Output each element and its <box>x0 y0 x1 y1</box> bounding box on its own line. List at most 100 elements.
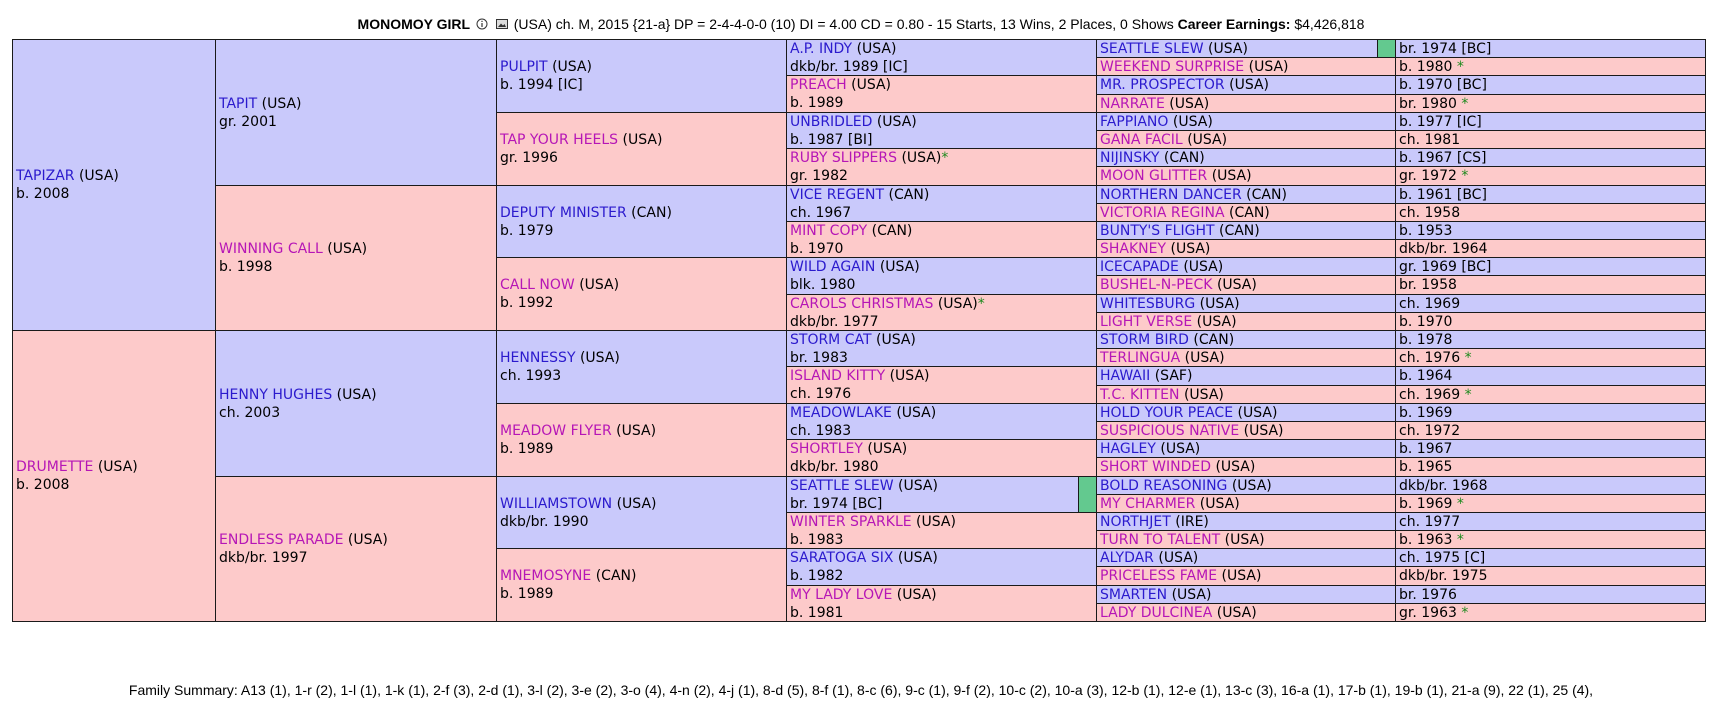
horse-name-link[interactable]: TURN TO TALENT <box>1100 531 1221 548</box>
horse-name-link[interactable]: MR. PROSPECTOR <box>1100 77 1225 93</box>
horse-name-link[interactable]: SEATTLE SLEW <box>790 477 894 494</box>
horse-name-link[interactable]: MOON GLITTER <box>1100 168 1208 184</box>
horse-name-link[interactable]: GANA FACIL <box>1100 131 1183 148</box>
horse-country: (USA) <box>336 386 377 403</box>
horse-name-link[interactable]: BUSHEL-N-PECK <box>1100 277 1213 293</box>
horse-name-link[interactable]: VICE REGENT <box>790 186 885 203</box>
photo-icon[interactable] <box>495 18 508 30</box>
star-marker: * <box>1456 531 1464 548</box>
horse-country: (USA) <box>937 295 978 312</box>
horse-name-link[interactable]: WILLIAMSTOWN <box>500 495 613 512</box>
horse-country: (USA) <box>1183 258 1224 275</box>
horse-name-link[interactable]: HENNESSY <box>500 350 576 366</box>
horse-name-link[interactable]: WINTER SPARKLE <box>790 513 912 530</box>
horse-name-link[interactable]: MNEMOSYNE <box>500 568 592 584</box>
horse-entry: RUBY SLIPPERS (USA)* gr. 1982 <box>790 149 1094 185</box>
gen5-horse-31: SMARTEN (USA) <box>1096 585 1396 604</box>
horse-detail: b. 1953 <box>1399 222 1453 239</box>
horse-name-link[interactable]: SMARTEN <box>1100 586 1168 603</box>
horse-name-link[interactable]: VICTORIA REGINA <box>1100 204 1225 221</box>
horse-name-link[interactable]: LIGHT VERSE <box>1100 313 1193 330</box>
gen1-horse-1: TAPIZAR (USA) b. 2008 <box>12 39 216 331</box>
gen5-horse-detail-29: ch. 1975 [C] <box>1395 548 1706 567</box>
horse-name-line: MNEMOSYNE (CAN) <box>500 567 784 585</box>
horse-name-link[interactable]: SUSPICIOUS NATIVE <box>1100 422 1240 439</box>
horse-name-link[interactable]: STORM BIRD <box>1100 331 1189 348</box>
gen4-horse-1: A.P. INDY (USA) dkb/br. 1989 [IC] <box>786 39 1097 76</box>
horse-name-link[interactable]: MINT COPY <box>790 222 868 239</box>
horse-name-link[interactable]: WILD AGAIN <box>790 259 876 275</box>
horse-name-link[interactable]: TAP YOUR HEELS <box>500 132 619 148</box>
horse-name-link[interactable]: WHITESBURG <box>1100 295 1196 312</box>
horse-name-line: PULPIT (USA) <box>500 58 784 76</box>
horse-name-line: ENDLESS PARADE (USA) <box>219 531 494 549</box>
horse-name-link[interactable]: HOLD YOUR PEACE <box>1100 404 1234 421</box>
horse-name-link[interactable]: MY LADY LOVE <box>790 586 893 603</box>
horse-name-link[interactable]: WEEKEND SURPRISE <box>1100 58 1245 75</box>
horse-detail-text: gr. 1963 <box>1399 604 1462 621</box>
horse-name-line: HAGLEY (USA) <box>1100 440 1393 457</box>
horse-name-link[interactable]: T.C. KITTEN <box>1100 386 1180 403</box>
horse-name-link[interactable]: NORTHJET <box>1100 513 1171 530</box>
horse-name-link[interactable]: CAROLS CHRISTMAS <box>790 295 934 312</box>
horse-name-link[interactable]: A.P. INDY <box>790 40 853 57</box>
horse-name-link[interactable]: UNBRIDLED <box>790 113 873 130</box>
horse-name-line: MR. PROSPECTOR (USA) <box>1100 76 1393 94</box>
horse-name-link[interactable]: BUNTY'S FLIGHT <box>1100 222 1215 239</box>
horse-name-link[interactable]: PREACH <box>790 77 847 93</box>
gen5-horse-detail-14: br. 1958 <box>1395 275 1706 295</box>
horse-name-link[interactable]: PRICELESS FAME <box>1100 568 1218 584</box>
horse-name-link[interactable]: TAPIT <box>219 95 258 112</box>
horse-name-link[interactable]: WINNING CALL <box>219 241 323 257</box>
horse-name-link[interactable]: SARATOGA SIX <box>790 550 894 566</box>
horse-name-link[interactable]: CALL NOW <box>500 277 575 293</box>
info-circle-icon[interactable] <box>476 18 488 30</box>
horse-name-link[interactable]: DEPUTY MINISTER <box>500 204 627 221</box>
horse-name-link[interactable]: ICECAPADE <box>1100 258 1179 275</box>
horse-name-line: SUSPICIOUS NATIVE (USA) <box>1100 422 1393 439</box>
horse-country: (USA) <box>347 532 388 548</box>
horse-name-link[interactable]: MEADOWLAKE <box>790 404 892 421</box>
horse-name-link[interactable]: SHORTLEY <box>790 441 863 457</box>
gen5-horse-4: NARRATE (USA) <box>1096 94 1396 113</box>
horse-name-link[interactable]: HAWAII <box>1100 368 1151 384</box>
horse-country: (IRE) <box>1175 513 1209 530</box>
horse-name-link[interactable]: TERLINGUA <box>1100 349 1181 366</box>
horse-name-link[interactable]: DRUMETTE <box>16 459 94 475</box>
horse-country: (USA) <box>867 441 908 457</box>
gen5-horse-detail-3: b. 1970 [BC] <box>1395 75 1706 95</box>
horse-name-link[interactable]: HENNY HUGHES <box>219 386 333 403</box>
horse-name-link[interactable]: STORM CAT <box>790 331 872 348</box>
horse-detail: b. 1964 <box>1399 368 1453 384</box>
horse-name-link[interactable]: RUBY SLIPPERS <box>790 150 897 166</box>
horse-entry: MEADOWLAKE (USA) ch. 1983 <box>790 404 1094 439</box>
horse-name-link[interactable]: TAPIZAR <box>16 168 75 184</box>
horse-name-link[interactable]: SEATTLE SLEW <box>1100 40 1204 57</box>
horse-country: (USA) <box>579 350 620 366</box>
horse-name-link[interactable]: ALYDAR <box>1100 549 1154 566</box>
horse-name-link[interactable]: NIJINSKY <box>1100 149 1160 166</box>
horse-name-link[interactable]: BOLD REASONING <box>1100 477 1228 494</box>
horse-name-link[interactable]: MEADOW FLYER <box>500 423 612 439</box>
horse-entry: SARATOGA SIX (USA) b. 1982 <box>790 549 1094 585</box>
horse-name-link[interactable]: LADY DULCINEA <box>1100 604 1213 621</box>
horse-country: (USA) <box>901 150 942 166</box>
horse-name-link[interactable]: ENDLESS PARADE <box>219 532 344 548</box>
gen5-horse-9: NORTHERN DANCER (CAN) <box>1096 185 1396 204</box>
horse-name-link[interactable]: NARRATE <box>1100 95 1165 112</box>
horse-name-link[interactable]: NORTHERN DANCER <box>1100 186 1242 203</box>
horse-country: (USA) <box>1199 295 1240 312</box>
horse-name-link[interactable]: PULPIT <box>500 59 548 75</box>
horse-name-link[interactable]: MY CHARMER <box>1100 495 1196 512</box>
horse-name-link[interactable]: HAGLEY <box>1100 440 1156 457</box>
horse-name-line: A.P. INDY (USA) <box>790 40 1094 58</box>
horse-name-link[interactable]: SHORT WINDED <box>1100 459 1211 475</box>
horse-name-link[interactable]: SHAKNEY <box>1100 240 1167 257</box>
gen5-horse-detail-15: ch. 1969 <box>1395 294 1706 313</box>
horse-name-link[interactable]: ISLAND KITTY <box>790 368 886 384</box>
horse-name-link[interactable]: FAPPIANO <box>1100 113 1169 130</box>
horse-name[interactable]: MONOMOY GIRL <box>357 16 471 32</box>
horse-detail: b. 1961 [BC] <box>1399 186 1487 203</box>
horse-entry: WINNING CALL (USA) b. 1998 <box>219 240 494 276</box>
gen5-horse-32: LADY DULCINEA (USA) <box>1096 603 1396 622</box>
